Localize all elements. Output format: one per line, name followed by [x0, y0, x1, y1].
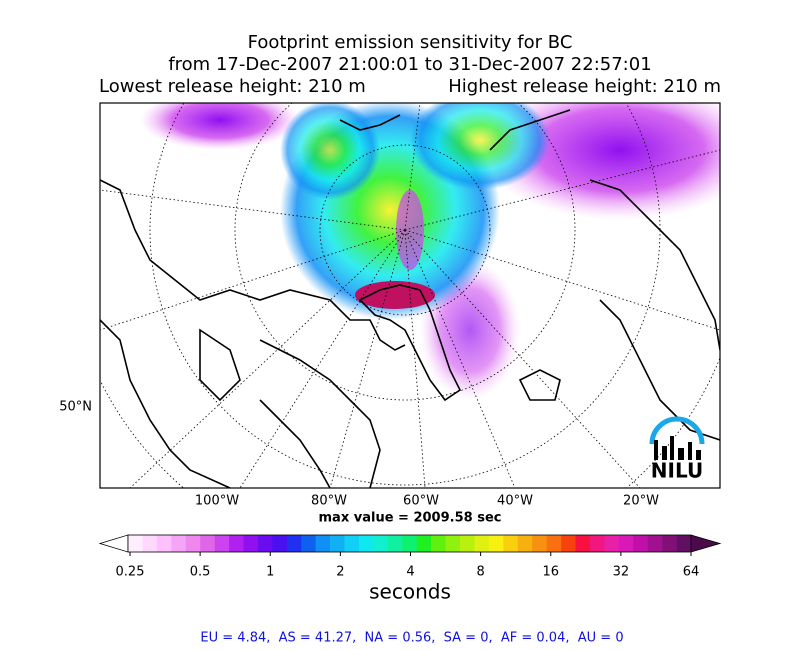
colorbar-frame [127, 534, 692, 553]
colorbar-swatch [243, 535, 259, 552]
colorbar-tick-label: 64 [683, 565, 700, 580]
colorbar: 0.25 0.5 1 2 4 8 16 32 64 [98, 534, 722, 580]
colorbar-swatch [676, 535, 692, 552]
colorbar-swatch [156, 535, 172, 552]
colorbar-swatch [488, 535, 504, 552]
map-frame [99, 102, 721, 489]
colorbar-swatch [387, 535, 403, 552]
colorbar-tick-label: 1 [266, 565, 274, 580]
colorbar-swatch [257, 535, 273, 552]
nilu-logo: NILU [649, 416, 705, 483]
max-value: max value = 2009.58 sec [319, 511, 502, 526]
title-line: from 17-Dec-2007 21:00:01 to 31-Dec-2007… [168, 54, 651, 75]
colorbar-tick-label: 4 [406, 565, 414, 580]
region-summary: EU = 4.84, AS = 41.27, NA = 0.56, SA = 0… [200, 631, 623, 646]
colorbar-swatch [344, 535, 360, 552]
colorbar-swatch [142, 535, 158, 552]
colorbar-tick-label: 2 [336, 565, 344, 580]
colorbar-swatch [301, 535, 316, 552]
colorbar-swatch [618, 535, 634, 552]
colorbar-tick-label: 32 [613, 565, 630, 580]
colorbar-swatch [171, 535, 187, 552]
colorbar-swatch [358, 535, 374, 552]
lon-label: 60°W [403, 494, 439, 509]
colorbar-swatch [546, 535, 562, 552]
colorbar-swatch [286, 535, 302, 552]
title-left: Lowest release height: 210 m [99, 76, 366, 97]
colorbar-over [690, 534, 722, 553]
colorbar-swatch [128, 535, 143, 552]
colorbar-swatch [402, 535, 418, 552]
lon-label: 80°W [311, 494, 347, 509]
colorbar-swatch [416, 535, 432, 552]
colorbar-swatch [460, 535, 475, 552]
colorbar-swatch [445, 535, 461, 552]
map [100, 103, 720, 488]
colorbar-tick-label: 16 [542, 565, 559, 580]
colorbar-swatch [330, 535, 345, 552]
logo-text: NILU [651, 459, 703, 483]
colorbar-tick-label: 8 [476, 565, 484, 580]
colorbar-swatch [431, 535, 446, 552]
colorbar-swatch [633, 535, 648, 552]
colorbar-tick-label: 0.5 [190, 565, 211, 580]
lon-label: 100°W [195, 494, 239, 509]
colorbar-swatch [272, 535, 288, 552]
colorbar-swatch [517, 535, 533, 552]
colorbar-swatch [200, 535, 215, 552]
colorbar-swatch [604, 535, 620, 552]
colorbar-swatch [229, 535, 244, 552]
colorbar-swatch [589, 535, 605, 552]
colorbar-swatch [315, 535, 331, 552]
colorbar-swatch [575, 535, 591, 552]
lon-label: 40°W [497, 494, 533, 509]
colorbar-under [98, 534, 129, 553]
colorbar-swatch [373, 535, 389, 552]
colorbar-swatch [185, 535, 201, 552]
title-line: Footprint emission sensitivity for BC [248, 32, 573, 53]
colorbar-tick-label: 0.25 [116, 565, 145, 580]
lon-label: 20°W [623, 494, 659, 509]
colorbar-label: seconds [369, 580, 451, 604]
colorbar-swatch [561, 535, 576, 552]
colorbar-swatch [474, 535, 490, 552]
colorbar-swatch [662, 535, 677, 552]
lat-label: 50°N [59, 400, 92, 415]
colorbar-swatch [647, 535, 663, 552]
colorbar-swatch [503, 535, 519, 552]
colorbar-swatch [532, 535, 547, 552]
title-right: Highest release height: 210 m [448, 76, 721, 97]
colorbar-swatch [214, 535, 230, 552]
